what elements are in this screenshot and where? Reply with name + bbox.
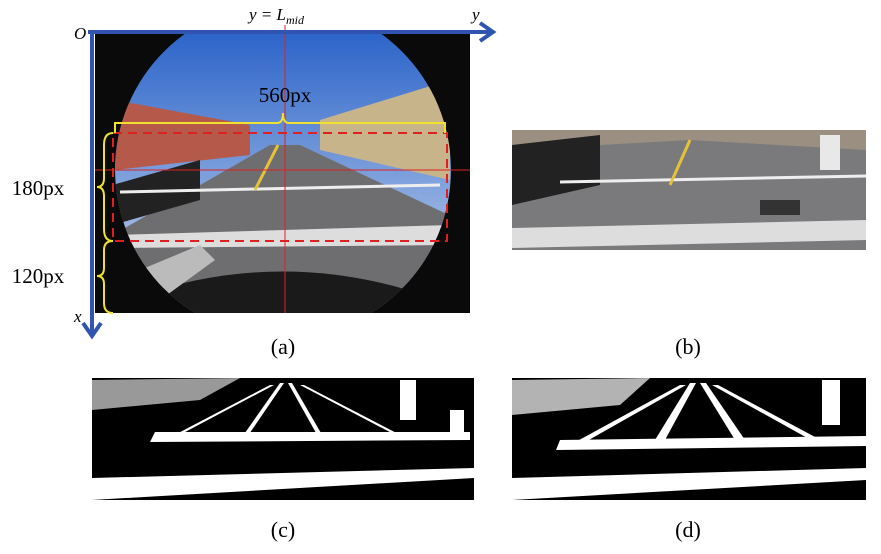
binary-d [512,378,866,500]
bottom-height-label: 120px [12,264,65,288]
width-label: 560px [259,83,312,107]
roi-height-label: 180px [12,176,65,200]
page: O y = Lmid y x 560px 180px 120px (a) (b)… [0,0,881,554]
caption-d: (d) [675,517,701,542]
mid-axis-label: y = Lmid [247,5,305,27]
patch [760,200,800,215]
mid-axis-subscript: mid [286,13,305,27]
mid-axis-prefix: y = L [247,5,286,24]
y-axis-label: y [470,5,480,24]
pole [820,135,840,170]
caption-a: (a) [271,334,295,359]
pole [400,380,416,420]
figure: O y = Lmid y x 560px 180px 120px (a) (b)… [0,0,881,554]
binary-c [92,378,474,500]
photo-a [95,25,470,313]
fisheye-view [95,30,470,313]
x-axis-label: x [73,307,82,326]
caption-b: (b) [675,334,701,359]
caption-c: (c) [271,517,295,542]
photo-b [512,130,866,250]
origin-label: O [74,24,86,43]
pole [822,380,840,425]
